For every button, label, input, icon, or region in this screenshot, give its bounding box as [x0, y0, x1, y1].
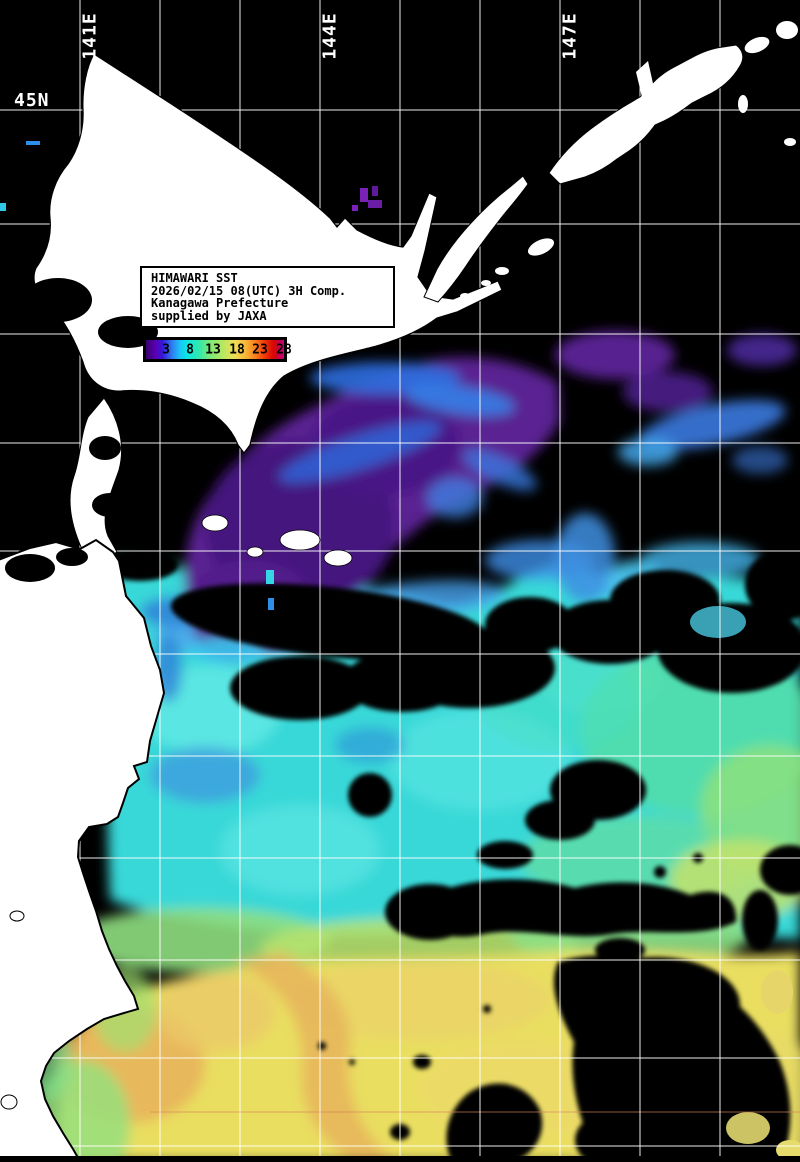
- temperature-colorbar: 3 8 13 18 23 28: [143, 337, 292, 362]
- colorbar-tick: 3: [162, 342, 170, 357]
- colorbar-tick: 13: [205, 342, 221, 357]
- latitude-label-45n: 45N: [14, 90, 50, 111]
- colorbar-tick: 23: [252, 342, 268, 357]
- colorbar-tick: 8: [186, 342, 194, 357]
- bottom-border: [0, 1156, 800, 1162]
- land-kunashir: [423, 175, 529, 303]
- info-line-prefecture: Kanagawa Prefecture: [151, 296, 289, 310]
- land-iturup: [548, 44, 744, 185]
- info-line-datetime: 2026/02/15 08(UTC) 3H Comp.: [151, 283, 347, 298]
- colorbar-tick: 18: [229, 342, 245, 357]
- longitude-label-141e: 141E: [79, 12, 101, 60]
- longitude-label-144e: 144E: [319, 12, 341, 60]
- info-line-supplier: supplied by JAXA: [151, 308, 267, 323]
- longitude-label-147e: 147E: [559, 12, 581, 60]
- info-line-product: HIMAWARI SST: [151, 271, 238, 285]
- colorbar-tick: 28: [276, 342, 292, 357]
- info-box: HIMAWARI SST 2026/02/15 08(UTC) 3H Comp.…: [140, 266, 395, 328]
- colorbar-gradient: 3 8 13 18 23 28: [146, 340, 292, 359]
- land-honshu: [0, 538, 166, 1162]
